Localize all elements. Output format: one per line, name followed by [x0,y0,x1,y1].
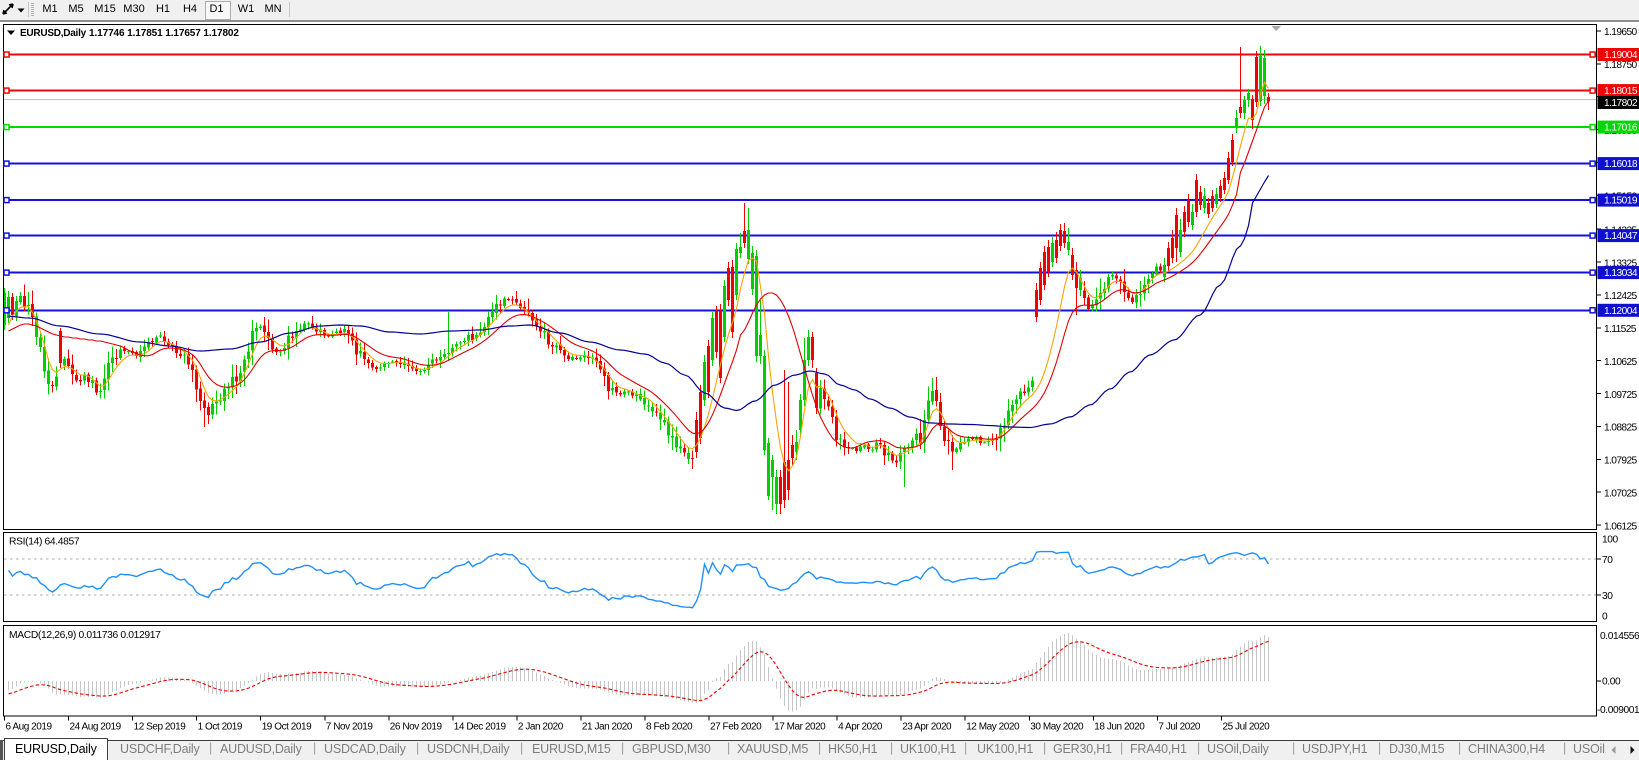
svg-text:1.17746 1.17851 1.17657 1.1780: 1.17746 1.17851 1.17657 1.17802 [89,28,239,39]
svg-text:0: 0 [1602,612,1608,623]
svg-text:1.17802: 1.17802 [1604,98,1638,109]
svg-text:27 Feb 2020: 27 Feb 2020 [710,722,762,733]
svg-text:1 Oct 2019: 1 Oct 2019 [198,722,243,733]
svg-text:7 Nov 2019: 7 Nov 2019 [326,722,374,733]
svg-text:0.014556: 0.014556 [1600,631,1639,642]
svg-text:1.18015: 1.18015 [1604,86,1638,97]
svg-text:4 Apr 2020: 4 Apr 2020 [838,722,883,733]
svg-text:2 Jan 2020: 2 Jan 2020 [518,722,564,733]
svg-text:1.06125: 1.06125 [1604,521,1638,532]
svg-text:25 Jul 2020: 25 Jul 2020 [1223,722,1271,733]
svg-text:1.17016: 1.17016 [1604,123,1638,134]
svg-text:30: 30 [1602,591,1613,602]
svg-text:1.14047: 1.14047 [1604,231,1638,242]
svg-text:EURUSD,Daily: EURUSD,Daily [20,28,87,39]
svg-text:6 Aug 2019: 6 Aug 2019 [6,722,53,733]
svg-text:19 Oct 2019: 19 Oct 2019 [262,722,312,733]
svg-text:100: 100 [1602,535,1619,546]
svg-text:MACD(12,26,9) 0.011736 0.01291: MACD(12,26,9) 0.011736 0.012917 [9,630,161,641]
svg-text:14 Dec 2019: 14 Dec 2019 [454,722,507,733]
svg-text:-0.009001: -0.009001 [1597,705,1639,716]
svg-text:1.07025: 1.07025 [1604,489,1638,500]
svg-text:1.12425: 1.12425 [1604,291,1638,302]
svg-text:1.15019: 1.15019 [1604,196,1638,207]
svg-text:1.09725: 1.09725 [1604,390,1638,401]
svg-text:1.16018: 1.16018 [1604,159,1638,170]
svg-text:1.11525: 1.11525 [1604,324,1637,335]
svg-text:1.07925: 1.07925 [1604,456,1638,467]
svg-text:RSI(14) 64.4857: RSI(14) 64.4857 [9,537,80,548]
svg-text:0.00: 0.00 [1602,677,1621,688]
svg-text:8 Feb 2020: 8 Feb 2020 [646,722,693,733]
svg-text:18 Jun 2020: 18 Jun 2020 [1094,722,1145,733]
svg-text:26 Nov 2019: 26 Nov 2019 [390,722,443,733]
svg-text:12 Sep 2019: 12 Sep 2019 [134,722,187,733]
svg-text:30 May 2020: 30 May 2020 [1030,722,1084,733]
svg-text:1.08825: 1.08825 [1604,423,1638,434]
svg-text:1.13034: 1.13034 [1604,268,1638,279]
svg-text:1.10625: 1.10625 [1604,357,1638,368]
svg-text:12 May 2020: 12 May 2020 [966,722,1020,733]
svg-text:1.12004: 1.12004 [1604,306,1638,317]
svg-text:17 Mar 2020: 17 Mar 2020 [774,722,826,733]
svg-text:7 Jul 2020: 7 Jul 2020 [1158,722,1201,733]
svg-text:24 Aug 2019: 24 Aug 2019 [70,722,122,733]
svg-text:1.13325: 1.13325 [1604,258,1638,269]
svg-text:1.18750: 1.18750 [1604,60,1638,71]
svg-text:21 Jan 2020: 21 Jan 2020 [582,722,633,733]
svg-text:1.19650: 1.19650 [1604,27,1638,38]
svg-text:23 Apr 2020: 23 Apr 2020 [902,722,952,733]
svg-text:1.19004: 1.19004 [1604,50,1638,61]
svg-text:70: 70 [1602,555,1613,566]
